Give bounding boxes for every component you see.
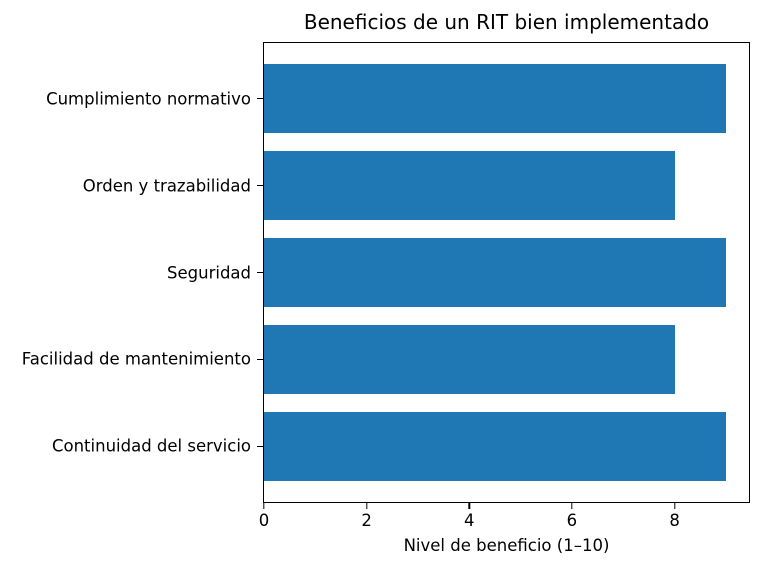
category-label: Orden y trazabilidad (82, 176, 251, 196)
category-label: Facilidad de mantenimiento (21, 349, 251, 369)
y-tick (256, 445, 263, 448)
bar (264, 237, 726, 308)
y-tick (256, 358, 263, 361)
x-axis-label: Nivel de beneficio (1–10) (403, 536, 610, 555)
plot-area: Beneficios de un RIT bien implementado N… (22, 10, 750, 555)
x-tick (673, 503, 676, 509)
y-tick (256, 184, 263, 187)
category-label: Continuidad del servicio (51, 436, 251, 456)
x-tick-label: 0 (258, 511, 270, 530)
category-label: Cumplimiento normativo (46, 89, 251, 109)
x-tick (365, 503, 368, 509)
bar (264, 324, 675, 395)
x-tick-label: 6 (566, 511, 578, 530)
x-tick-label: 4 (464, 511, 475, 530)
bar (264, 150, 675, 221)
x-tick-label: 8 (669, 511, 680, 530)
y-tick (256, 271, 263, 274)
bar (264, 411, 726, 482)
chart-title: Beneficios de un RIT bien implementado (303, 10, 710, 34)
x-tick (571, 503, 573, 509)
x-tick (263, 503, 265, 509)
y-tick (256, 97, 263, 100)
category-label: Seguridad (167, 263, 251, 282)
bar (264, 63, 726, 134)
x-tick-label: 2 (361, 511, 372, 530)
x-tick (468, 503, 470, 509)
